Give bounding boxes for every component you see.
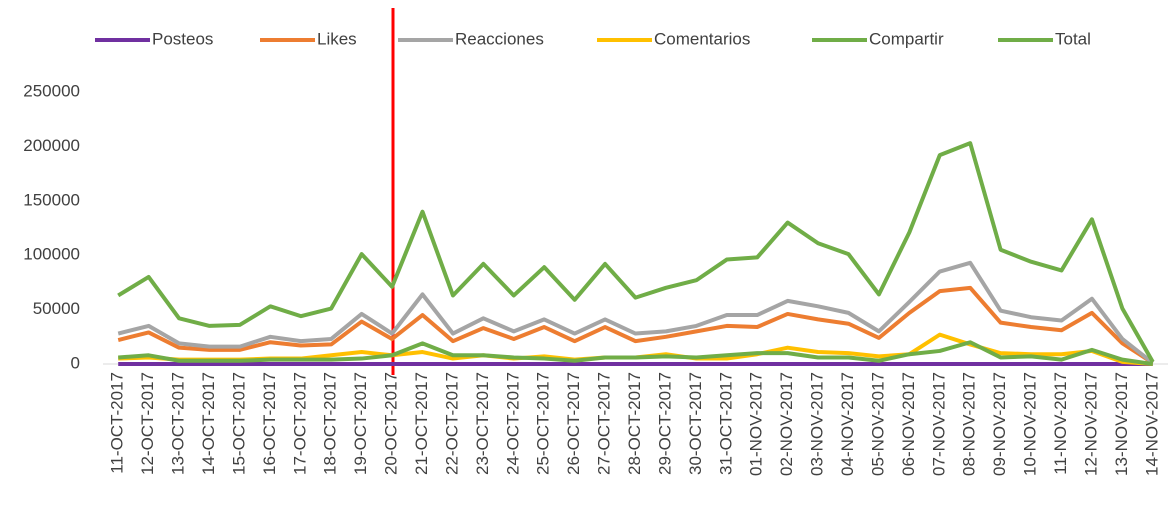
y-tick-label: 150000: [23, 190, 80, 209]
x-tick-label: 31-OCT-2017: [716, 372, 735, 475]
x-tick-label: 09-NOV-2017: [990, 372, 1009, 476]
x-tick-label: 26-OCT-2017: [564, 372, 583, 475]
x-tick-label: 10-NOV-2017: [1021, 372, 1040, 476]
x-tick-label: 05-NOV-2017: [868, 372, 887, 476]
x-tick-label: 14-NOV-2017: [1142, 372, 1161, 476]
x-tick-label: 15-OCT-2017: [229, 372, 248, 475]
y-tick-label: 100000: [23, 245, 80, 264]
x-tick-label: 03-NOV-2017: [808, 372, 827, 476]
x-tick-label: 14-OCT-2017: [199, 372, 218, 475]
x-tick-label: 13-NOV-2017: [1112, 372, 1131, 476]
legend-label: Total: [1055, 29, 1091, 48]
x-tick-label: 17-OCT-2017: [290, 372, 309, 475]
x-tick-label: 13-OCT-2017: [169, 372, 188, 475]
series-line: [117, 285, 1154, 365]
x-tick-label: 30-OCT-2017: [686, 372, 705, 475]
x-tick-label: 01-NOV-2017: [747, 372, 766, 476]
y-tick-label: 200000: [23, 136, 80, 155]
x-tick-label: 25-OCT-2017: [534, 372, 553, 475]
x-tick-label: 12-NOV-2017: [1081, 372, 1100, 476]
x-tick-label: 07-NOV-2017: [929, 372, 948, 476]
x-tick-label: 04-NOV-2017: [838, 372, 857, 476]
x-tick-label: 27-OCT-2017: [595, 372, 614, 475]
x-tick-label: 23-OCT-2017: [473, 372, 492, 475]
legend-label: Posteos: [152, 29, 213, 48]
x-tick-label: 08-NOV-2017: [960, 372, 979, 476]
x-tick-label: 06-NOV-2017: [899, 372, 918, 476]
x-tick-label: 24-OCT-2017: [503, 372, 522, 475]
x-tick-label: 21-OCT-2017: [412, 372, 431, 475]
x-tick-label: 11-NOV-2017: [1051, 372, 1070, 475]
x-tick-label: 16-OCT-2017: [260, 372, 279, 475]
x-tick-label: 12-OCT-2017: [138, 372, 157, 475]
legend-label: Comentarios: [654, 29, 750, 48]
x-tick-label: 20-OCT-2017: [382, 372, 401, 475]
legend-label: Reacciones: [455, 29, 544, 48]
x-tick-label: 29-OCT-2017: [655, 372, 674, 475]
y-tick-label: 250000: [23, 81, 80, 100]
series-line: [118, 340, 1154, 366]
x-tick-label: 28-OCT-2017: [625, 372, 644, 475]
series-line: [117, 260, 1155, 365]
x-tick-label: 18-OCT-2017: [321, 372, 340, 475]
legend-label: Likes: [317, 29, 357, 48]
y-tick-label: 0: [71, 353, 80, 372]
x-tick-label: 22-OCT-2017: [442, 372, 461, 475]
legend-label: Compartir: [869, 29, 944, 48]
x-tick-label: 11-OCT-2017: [108, 372, 127, 474]
y-tick-label: 50000: [33, 299, 80, 318]
x-tick-label: 02-NOV-2017: [777, 372, 796, 476]
x-tick-label: 19-OCT-2017: [351, 372, 370, 475]
series-line: [117, 141, 1155, 363]
